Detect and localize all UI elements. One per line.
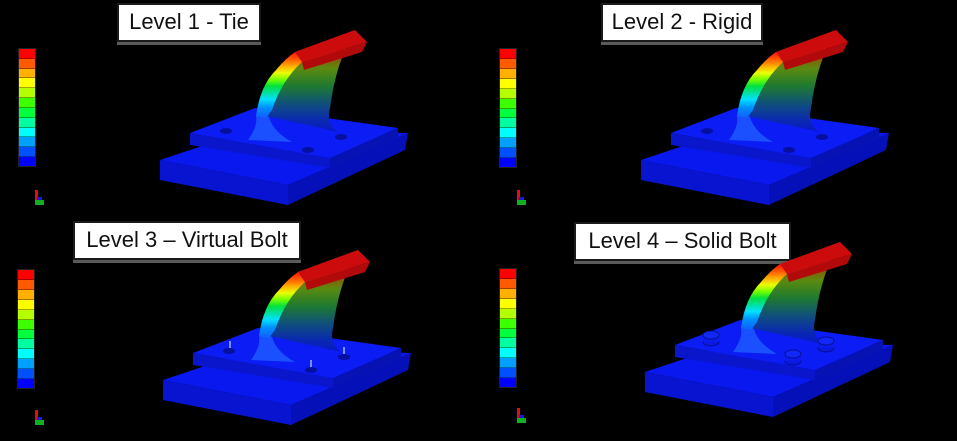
model-level-3: [163, 250, 411, 425]
legend-band: [18, 359, 34, 370]
title-level-3: Level 3 – Virtual Bolt: [73, 221, 301, 260]
model-level-4: [645, 242, 893, 417]
virtual-bolts: [229, 341, 345, 367]
legend-band: [19, 98, 35, 108]
legend-band: [500, 158, 516, 168]
legend-band: [18, 329, 34, 340]
legend-band: [500, 108, 516, 119]
axis-triad-icon: [33, 410, 45, 426]
legend-band: [500, 78, 516, 89]
legend-band: [500, 88, 516, 99]
legend-band: [18, 339, 34, 350]
legend-band: [18, 270, 34, 280]
color-legend-level-2: [499, 48, 517, 168]
legend-band: [19, 78, 35, 89]
model-level-2: [641, 30, 889, 205]
legend-band: [500, 98, 516, 109]
legend-band: [19, 68, 35, 79]
legend-band: [500, 328, 516, 339]
legend-band: [18, 349, 34, 360]
legend-band: [500, 308, 516, 319]
legend-band: [500, 118, 516, 129]
solid-bolts: [702, 330, 835, 366]
legend-band: [500, 58, 516, 69]
legend-band: [18, 379, 34, 389]
legend-band: [19, 157, 35, 166]
legend-band: [19, 137, 35, 148]
legend-band: [500, 298, 516, 309]
legend-band: [19, 58, 35, 69]
legend-band: [500, 269, 516, 279]
legend-band: [500, 148, 516, 159]
legend-band: [19, 127, 35, 138]
legend-band: [500, 338, 516, 349]
legend-band: [18, 279, 34, 290]
legend-band: [500, 358, 516, 369]
legend-band: [500, 68, 516, 79]
color-legend-level-4: [499, 268, 517, 388]
color-legend-level-1: [18, 48, 36, 167]
axis-triad-icon: [33, 190, 45, 206]
model-level-1: [160, 30, 408, 205]
legend-band: [18, 369, 34, 380]
legend-band: [18, 289, 34, 300]
title-level-1: Level 1 - Tie: [117, 3, 261, 42]
legend-band: [500, 49, 516, 59]
legend-band: [500, 138, 516, 149]
legend-band: [500, 378, 516, 388]
legend-band: [500, 128, 516, 139]
color-legend-level-3: [17, 269, 35, 389]
legend-band: [500, 368, 516, 379]
legend-band: [500, 318, 516, 329]
legend-band: [500, 348, 516, 359]
legend-band: [500, 288, 516, 299]
legend-band: [18, 319, 34, 330]
legend-band: [19, 107, 35, 118]
axis-triad-icon: [515, 190, 527, 206]
legend-band: [500, 278, 516, 289]
legend-band: [19, 49, 35, 59]
axis-triad-icon: [515, 408, 527, 424]
legend-band: [18, 299, 34, 310]
legend-band: [19, 117, 35, 128]
legend-band: [19, 88, 35, 99]
legend-band: [18, 309, 34, 320]
title-level-4: Level 4 – Solid Bolt: [574, 222, 791, 261]
legend-band: [19, 147, 35, 158]
title-level-2: Level 2 - Rigid: [601, 3, 763, 42]
